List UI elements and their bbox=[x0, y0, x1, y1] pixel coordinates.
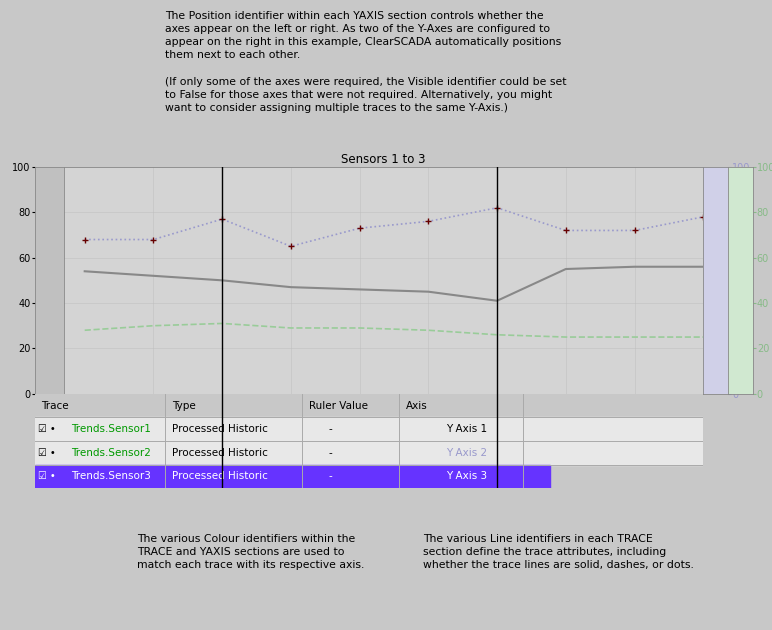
Text: Trends.Sensor2: Trends.Sensor2 bbox=[72, 448, 151, 458]
Text: Ruler Value: Ruler Value bbox=[309, 401, 367, 411]
Text: ☑ •: ☑ • bbox=[38, 471, 56, 481]
Text: The various Colour identifiers within the
TRACE and YAXIS sections are used to
m: The various Colour identifiers within th… bbox=[137, 534, 364, 570]
Text: -: - bbox=[329, 424, 333, 434]
Bar bbox=[35, 465, 550, 488]
Text: Axis: Axis bbox=[406, 401, 428, 411]
Text: Processed Historic: Processed Historic bbox=[172, 448, 268, 458]
Title: Sensors 1 to 3: Sensors 1 to 3 bbox=[341, 153, 426, 166]
X-axis label: 04 Sep 2012: 04 Sep 2012 bbox=[348, 414, 419, 424]
Text: Processed Historic: Processed Historic bbox=[172, 424, 268, 434]
Text: Processed Historic: Processed Historic bbox=[172, 471, 268, 481]
Text: ☑ •: ☑ • bbox=[38, 424, 56, 434]
Text: The various Line identifiers in each TRACE
section define the trace attributes, : The various Line identifiers in each TRA… bbox=[423, 534, 693, 570]
Text: Type: Type bbox=[172, 401, 195, 411]
Text: -: - bbox=[329, 448, 333, 458]
Bar bbox=[35, 441, 703, 465]
Text: The Position identifier within each YAXIS section controls whether the
axes appe: The Position identifier within each YAXI… bbox=[164, 11, 567, 113]
Text: Y Axis 3: Y Axis 3 bbox=[446, 471, 487, 481]
Text: -: - bbox=[329, 471, 333, 481]
Text: Y Axis 1: Y Axis 1 bbox=[446, 424, 487, 434]
Text: ☑ •: ☑ • bbox=[38, 448, 56, 458]
Text: Y Axis 2: Y Axis 2 bbox=[446, 448, 487, 458]
Text: Trends.Sensor3: Trends.Sensor3 bbox=[72, 471, 151, 481]
Bar bbox=[35, 394, 703, 417]
Bar bbox=[35, 417, 703, 441]
Text: Trace: Trace bbox=[42, 401, 69, 411]
Text: Trends.Sensor1: Trends.Sensor1 bbox=[72, 424, 151, 434]
